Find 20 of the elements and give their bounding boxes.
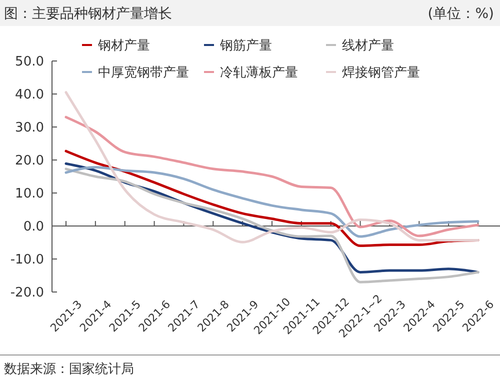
legend-label: 钢筋产量 bbox=[219, 38, 272, 54]
chart-title: 图：主要品种钢材产量增长 bbox=[4, 6, 172, 22]
y-tick-label: 30.0 bbox=[15, 120, 44, 136]
legend-label: 钢材产量 bbox=[97, 38, 150, 54]
y-tick-label: 0.0 bbox=[23, 220, 44, 235]
y-tick-label: 40.0 bbox=[15, 88, 44, 103]
legend-label: 冷轧薄板产量 bbox=[220, 66, 298, 81]
line-series bbox=[64, 116, 480, 238]
chart-subtitle: (单位：%) bbox=[428, 6, 494, 22]
y-tick-label: -10.0 bbox=[10, 252, 44, 268]
line-series bbox=[64, 91, 480, 244]
legend-label: 中厚宽钢带产量 bbox=[98, 64, 189, 81]
y-tick-label: -20.0 bbox=[10, 286, 44, 301]
y-tick-label: 10.0 bbox=[15, 186, 44, 202]
legend-label: 线材产量 bbox=[342, 38, 394, 54]
y-tick-label: 50.0 bbox=[15, 54, 44, 70]
y-tick-label: 20.0 bbox=[15, 154, 44, 169]
legend-label: 焊接钢管产量 bbox=[342, 66, 420, 81]
line-series bbox=[64, 166, 480, 238]
source-note: 数据来源：国家统计局 bbox=[4, 361, 134, 377]
